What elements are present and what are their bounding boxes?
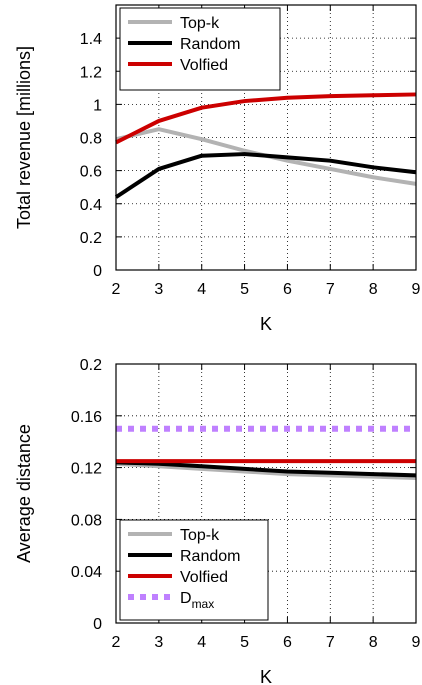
y-tick-label: 1.4: [80, 31, 102, 48]
revenue-chart: 2 3 4 5 6 7 8 9 0 0.2 0.4 0.6 0.8 1 1.2 1.4 K Total reven…: [14, 4, 421, 334]
y-tick-label: 0.4: [80, 197, 102, 214]
legend-label: Top-k: [180, 15, 220, 32]
legend-label: Dmax: [180, 590, 214, 611]
legend-label-subscript: max: [192, 597, 215, 611]
x-tick-label: 6: [283, 281, 292, 298]
legend-label: Top-k: [180, 527, 220, 544]
legend-label: Random: [180, 548, 240, 565]
y-tick-label: 1.2: [80, 64, 102, 81]
series-line-random: [115, 460, 417, 478]
y-tick-label: 0.2: [80, 357, 102, 374]
x-tick-label: 9: [412, 634, 421, 651]
x-tick-label: 3: [154, 281, 163, 298]
y-axis-label: Average distance: [14, 424, 34, 563]
distance-chart: 2 3 4 5 6 7 8 9 0 0.04 0.08 0.12 0.16 0.2 K Average dis…: [14, 357, 421, 685]
y-axis-label: Total revenue [millions]: [14, 46, 34, 229]
x-axis-label: K: [260, 667, 272, 685]
x-tick-label: 8: [369, 634, 378, 651]
x-tick-label: 2: [112, 634, 121, 651]
legend: Top-k Random Volfied: [119, 7, 281, 91]
y-tick-label: 0.08: [71, 512, 102, 529]
x-tick-label: 6: [283, 634, 292, 651]
series-line-volfied: [115, 92, 417, 145]
x-tick-label: 2: [112, 281, 121, 298]
legend-label-text: Top-k: [180, 15, 220, 32]
x-tick-label: 5: [240, 281, 249, 298]
x-tick-label: 3: [154, 634, 163, 651]
series-line-top-k: [115, 461, 417, 480]
y-tick-label: 0: [93, 616, 102, 633]
x-tick-label: 7: [326, 281, 335, 298]
y-tick-label: 0.6: [80, 164, 102, 181]
legend-label-text: Volfied: [180, 569, 228, 586]
x-tick-label: 5: [240, 634, 249, 651]
legend-label-text: Random: [180, 36, 240, 53]
y-tick-label: 0.8: [80, 131, 102, 148]
x-tick-label: 9: [412, 281, 421, 298]
y-tick-label: 0.12: [71, 461, 102, 478]
y-tick-label: 1: [93, 97, 102, 114]
plot-frame: [115, 363, 417, 624]
legend: Top-k Random Volfied Dmax: [119, 519, 269, 621]
y-tick-label: 0.2: [80, 230, 102, 247]
legend-box: [119, 519, 269, 621]
legend-label-text: Top-k: [180, 527, 220, 544]
x-tick-label: 8: [369, 281, 378, 298]
x-tick-label: 4: [197, 634, 206, 651]
legend-label: Volfied: [180, 57, 228, 74]
x-axis-label: K: [260, 314, 272, 334]
y-tick-label: 0.16: [71, 409, 102, 426]
series-line-random: [114, 152, 417, 199]
legend-label-text: Random: [180, 548, 240, 565]
legend-label-text: D: [180, 590, 192, 607]
legend-label: Random: [180, 36, 240, 53]
y-tick-label: 0.04: [71, 564, 102, 581]
y-tick-label: 0: [93, 263, 102, 280]
legend-label: Volfied: [180, 569, 228, 586]
x-tick-label: 4: [197, 281, 206, 298]
plot-frame: [115, 4, 417, 271]
legend-label-text: Volfied: [180, 57, 228, 74]
x-tick-label: 7: [326, 634, 335, 651]
